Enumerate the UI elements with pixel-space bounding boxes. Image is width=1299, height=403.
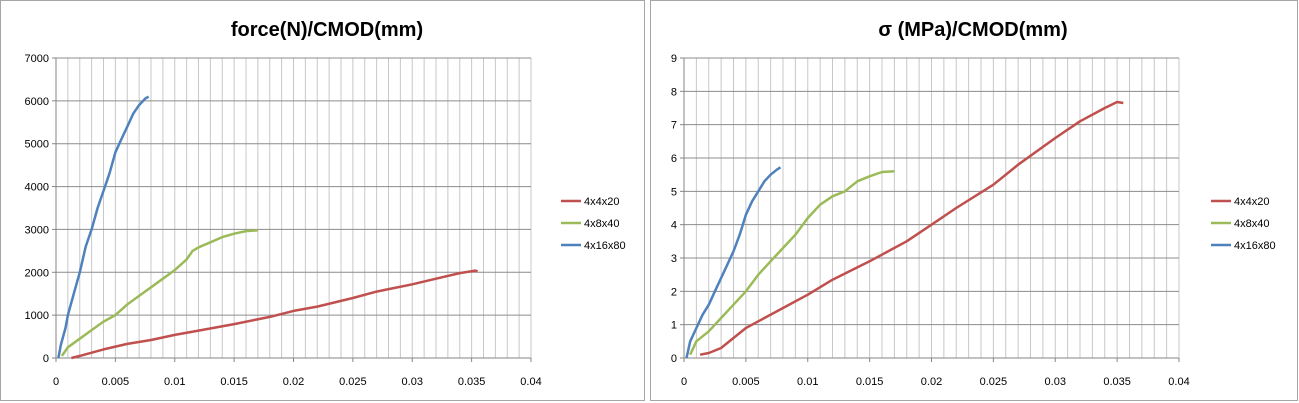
x-tick-label: 0.005 bbox=[732, 376, 760, 388]
chart-panel-stress: σ (MPa)/CMOD(mm) 0 1 2 3 4 5 6 7 8 9 0 0.005 0.01 0.01… bbox=[650, 0, 1298, 401]
x-tick-label: 0.01 bbox=[164, 376, 185, 388]
series-line-4x4x20 bbox=[699, 100, 1124, 356]
y-tick-label: 6 bbox=[671, 153, 677, 165]
series-line-4x4x20 bbox=[71, 269, 478, 360]
x-tick-label: 0.025 bbox=[339, 376, 367, 388]
x-tick-label: 0.015 bbox=[220, 376, 248, 388]
y-tick-label: 5000 bbox=[25, 139, 49, 151]
x-tick-label: 0.015 bbox=[856, 376, 884, 388]
y-tick-label: 7000 bbox=[25, 53, 49, 65]
legend-label: 4x4x20 bbox=[1234, 196, 1269, 208]
y-tick-label: 4 bbox=[671, 220, 677, 232]
y-tick-label: 5 bbox=[671, 186, 677, 198]
x-tick-label: 0.02 bbox=[921, 376, 942, 388]
y-tick-label: 6000 bbox=[25, 96, 49, 108]
chart-title: σ (MPa)/CMOD(mm) bbox=[878, 19, 1067, 41]
x-tick-label: 0 bbox=[53, 376, 59, 388]
legend-label: 4x16x80 bbox=[584, 240, 626, 252]
grid-lines bbox=[683, 57, 1180, 359]
legend-label: 4x4x20 bbox=[584, 196, 619, 208]
legend-label: 4x8x40 bbox=[584, 218, 619, 230]
y-tick-label: 9 bbox=[671, 53, 677, 65]
x-tick-label: 0.01 bbox=[797, 376, 818, 388]
y-tick-label: 1000 bbox=[25, 310, 49, 322]
series-line-4x16x80 bbox=[685, 166, 782, 359]
x-tick-label: 0 bbox=[681, 376, 687, 388]
legend: 4x4x20 4x8x40 4x16x80 bbox=[561, 196, 626, 252]
series-line-4x8x40 bbox=[60, 229, 258, 357]
x-tick-label: 0.035 bbox=[458, 376, 486, 388]
y-tick-label: 0 bbox=[43, 353, 49, 365]
stress-cmod-chart: σ (MPa)/CMOD(mm) 0 1 2 3 4 5 6 7 8 9 0 0.005 0.01 0.01… bbox=[671, 19, 1276, 388]
chart-title: force(N)/CMOD(mm) bbox=[231, 19, 423, 41]
x-tick-label: 0.025 bbox=[980, 376, 1008, 388]
series-line-4x16x80 bbox=[57, 95, 150, 359]
y-tick-label: 0 bbox=[671, 353, 677, 365]
force-cmod-chart: force(N)/CMOD(mm) 0 1000 2000 3000 4000 5000 60… bbox=[25, 19, 626, 388]
x-tick-label: 0.005 bbox=[102, 376, 130, 388]
legend-label: 4x16x80 bbox=[1234, 240, 1276, 252]
x-tick-label: 0.04 bbox=[520, 376, 541, 388]
y-tick-label: 4000 bbox=[25, 182, 49, 194]
y-tick-label: 8 bbox=[671, 86, 677, 98]
y-tick-label: 1 bbox=[671, 320, 677, 332]
y-tick-label: 7 bbox=[671, 120, 677, 132]
x-tick-label: 0.03 bbox=[402, 376, 423, 388]
y-tick-label: 3 bbox=[671, 253, 677, 265]
y-tick-label: 3000 bbox=[25, 224, 49, 236]
x-tick-label: 0.02 bbox=[283, 376, 304, 388]
x-tick-label: 0.04 bbox=[1168, 376, 1189, 388]
legend: 4x4x20 4x8x40 4x16x80 bbox=[1211, 196, 1276, 252]
x-tick-label: 0.035 bbox=[1103, 376, 1131, 388]
chart-panel-force: force(N)/CMOD(mm) 0 1000 2000 3000 4000 5000 60… bbox=[0, 0, 645, 401]
grid-lines bbox=[55, 57, 532, 359]
y-tick-label: 2 bbox=[671, 286, 677, 298]
legend-label: 4x8x40 bbox=[1234, 218, 1269, 230]
y-tick-label: 2000 bbox=[25, 267, 49, 279]
series-line-4x8x40 bbox=[689, 170, 895, 356]
x-tick-label: 0.03 bbox=[1045, 376, 1066, 388]
